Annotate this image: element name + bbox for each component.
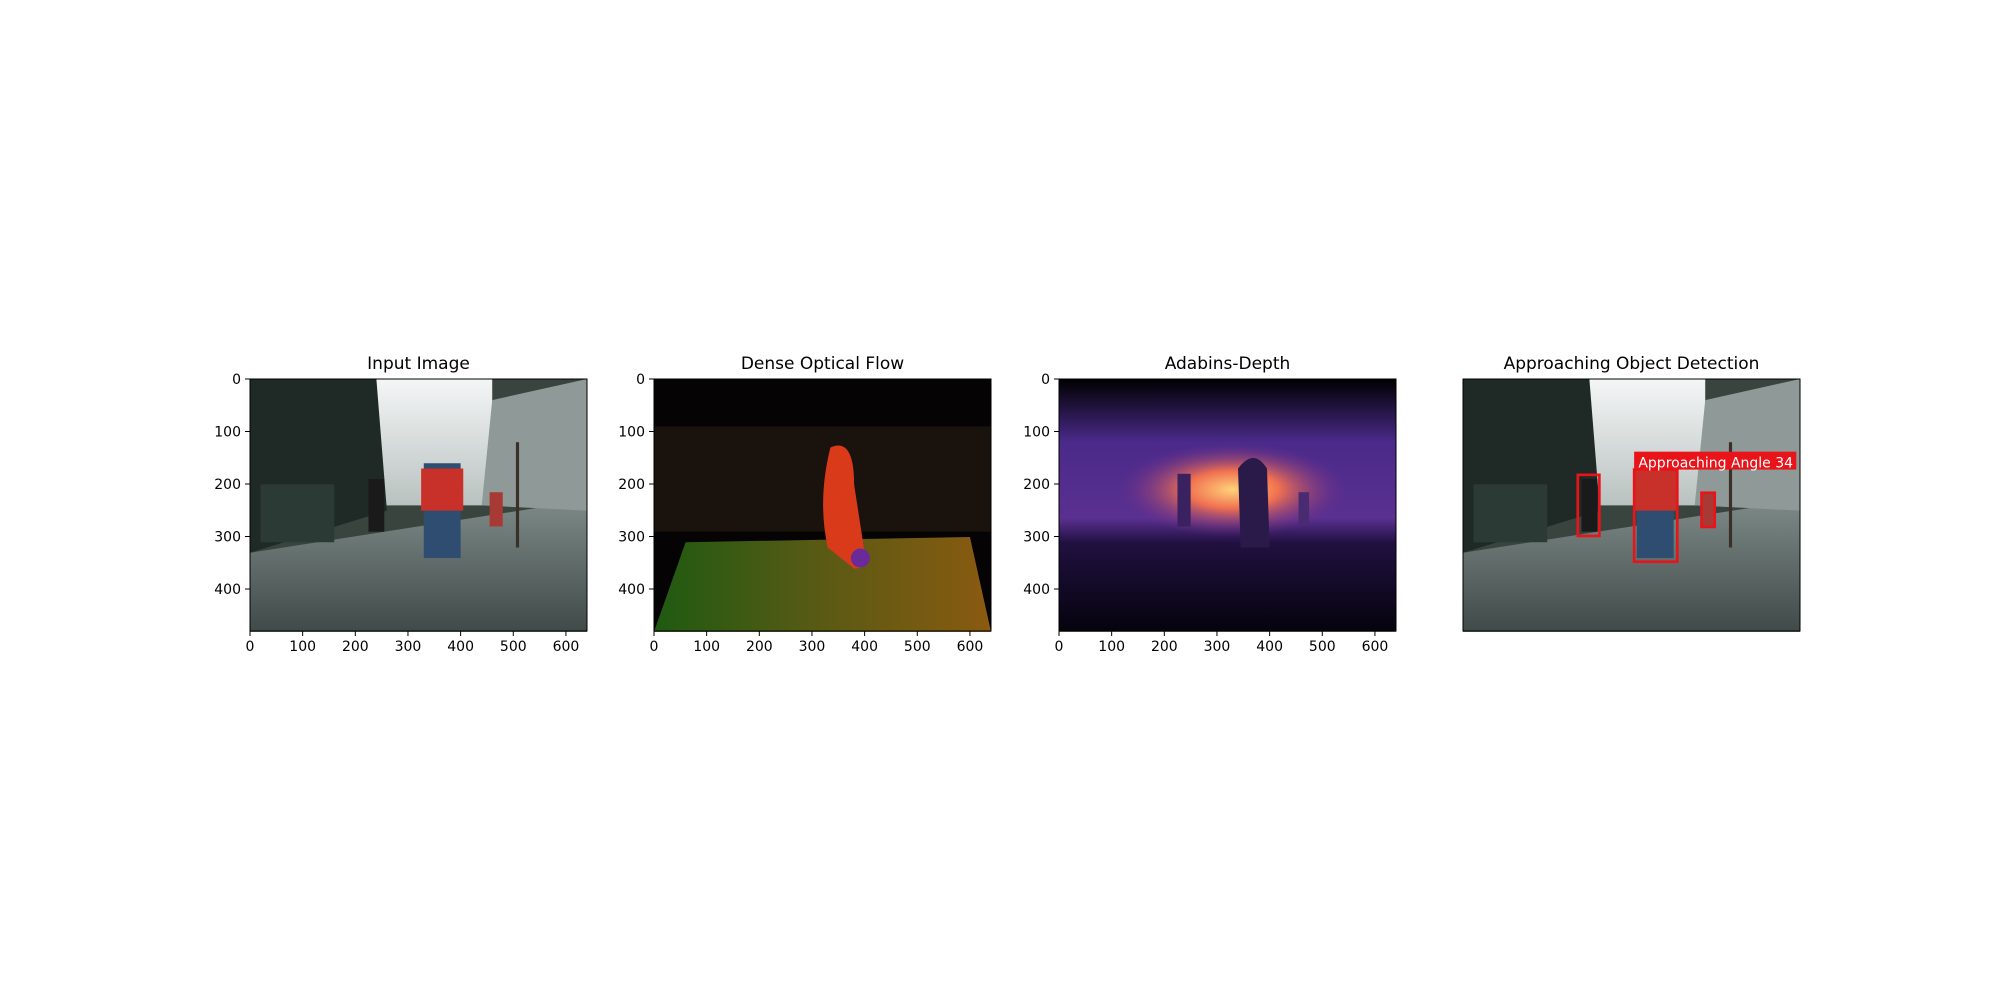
- y-tick-label: 400: [214, 582, 241, 598]
- right-building: [481, 379, 587, 511]
- y-tick-label: 300: [214, 530, 241, 546]
- shop: [1473, 484, 1548, 543]
- x-tick-label: 0: [246, 639, 255, 655]
- x-tick-label: 600: [553, 639, 580, 655]
- y-tick-label: 400: [618, 582, 645, 598]
- mid-dark: [654, 426, 991, 532]
- chart-title: Approaching Object Detection: [1504, 354, 1760, 374]
- x-tick-label: 400: [447, 639, 474, 655]
- axes-frame: [653, 378, 992, 632]
- x-tick-label: 200: [342, 639, 369, 655]
- x-tick-label: 500: [1309, 639, 1336, 655]
- x-tick-label: 400: [851, 639, 878, 655]
- x-tick-label: 0: [650, 639, 659, 655]
- detection-box: [1576, 473, 1601, 538]
- tree: [1728, 442, 1733, 548]
- x-tick-label: 100: [693, 639, 720, 655]
- detection-box: [1700, 491, 1717, 529]
- y-tick-label: 100: [1023, 425, 1050, 441]
- x-tick-label: 300: [1204, 639, 1231, 655]
- y-tick-label: 0: [1041, 372, 1050, 388]
- jacket: [421, 468, 464, 511]
- y-tick-label: 300: [618, 530, 645, 546]
- image: [654, 379, 991, 632]
- y-tick-label: 200: [1023, 477, 1050, 493]
- x-tick-label: 600: [957, 639, 984, 655]
- jacket: [1634, 468, 1677, 511]
- right-building: [1694, 379, 1800, 511]
- silhouette: [1177, 473, 1191, 527]
- axes-frame: [249, 378, 588, 632]
- chart-title: Adabins-Depth: [1165, 354, 1291, 374]
- x-tick-label: 500: [500, 639, 527, 655]
- x-tick-label: 200: [1151, 639, 1178, 655]
- x-tick-label: 100: [289, 639, 316, 655]
- purple-blob: [850, 548, 870, 568]
- x-tick-label: 300: [799, 639, 826, 655]
- y-tick-label: 400: [1023, 582, 1050, 598]
- axes-frame: [1058, 378, 1397, 632]
- image: [1059, 379, 1396, 632]
- y-tick-label: 100: [618, 425, 645, 441]
- person: [1702, 492, 1716, 527]
- annotation-bg: [1634, 451, 1797, 470]
- x-tick-label: 0: [1055, 639, 1064, 655]
- y-tick-label: 200: [214, 477, 241, 493]
- red-blob: [823, 445, 866, 569]
- image: [250, 379, 587, 632]
- x-tick-label: 300: [395, 639, 422, 655]
- x-tick-label: 100: [1098, 639, 1125, 655]
- silhouette: [1238, 457, 1270, 548]
- y-tick-label: 100: [214, 425, 241, 441]
- person: [1581, 479, 1598, 532]
- annotation: Approaching Angle 34: [1638, 455, 1793, 471]
- x-tick-label: 600: [1362, 639, 1389, 655]
- chart-title: Input Image: [367, 354, 470, 374]
- chart-title: Dense Optical Flow: [741, 354, 904, 374]
- person: [368, 479, 385, 532]
- glow: [1116, 442, 1349, 537]
- image: [1463, 379, 1800, 632]
- x-tick-label: 400: [1256, 639, 1283, 655]
- silhouette: [1298, 492, 1310, 524]
- shop: [260, 484, 335, 543]
- ground-flow: [654, 536, 991, 632]
- detection-box: [1632, 468, 1679, 564]
- ground: [1463, 500, 1800, 632]
- person: [489, 492, 503, 527]
- y-tick-label: 0: [232, 372, 241, 388]
- ground: [250, 500, 587, 632]
- axes-frame: [1462, 378, 1801, 632]
- y-tick-label: 200: [618, 477, 645, 493]
- y-tick-label: 0: [636, 372, 645, 388]
- x-tick-label: 200: [746, 639, 773, 655]
- tree: [515, 442, 520, 548]
- y-tick-label: 300: [1023, 530, 1050, 546]
- x-tick-label: 500: [904, 639, 931, 655]
